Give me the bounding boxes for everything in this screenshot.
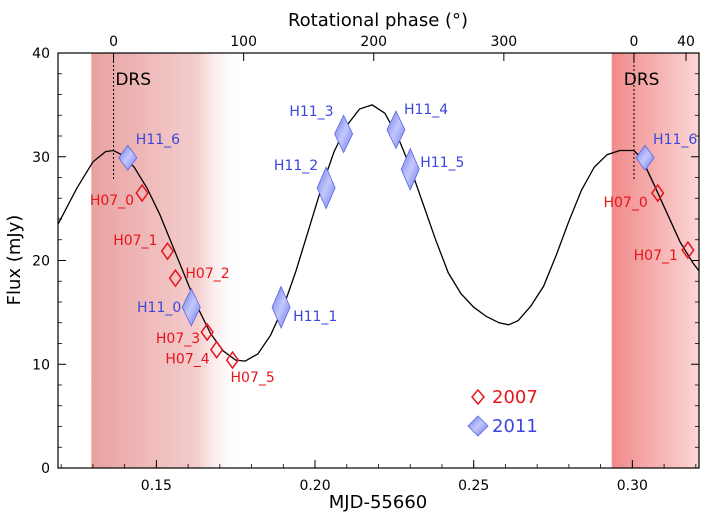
axis-layer: 0.15 0.20 0.25 0.30 0 10 20 30 40 0 100 200 300 0 40: [32, 34, 699, 494]
marker-2011: [271, 285, 291, 329]
model-flux-curve: [58, 104, 699, 362]
point-label: H11_5: [420, 155, 464, 171]
x-tick-label: 0.25: [458, 478, 489, 494]
marker-2011: [316, 166, 336, 210]
point-label: H11_1: [293, 309, 337, 325]
drs-shading-layer: [91, 53, 699, 468]
top-tick-label: 40: [677, 34, 695, 50]
x-tick-label: 0.15: [141, 478, 172, 494]
point-label: H07_5: [231, 370, 275, 386]
marker-2007: [209, 340, 224, 360]
y-tick-label: 10: [32, 357, 50, 373]
top-tick-label: 0: [629, 34, 638, 50]
top-axis-title: Rotational phase (°): [288, 10, 468, 31]
y-tick-label: 0: [41, 461, 50, 477]
point-label: H07_3: [156, 331, 200, 347]
y-tick-label: 20: [32, 254, 50, 270]
marker-layer: [118, 110, 695, 370]
legend-marker-2011: [467, 415, 489, 437]
point-label: H07_4: [165, 352, 209, 368]
drs-label: DRS: [624, 70, 660, 90]
marker-2011: [334, 114, 354, 154]
point-label: H07_0: [90, 193, 134, 209]
y-tick-label: 40: [32, 46, 50, 62]
top-tick-label: 300: [490, 34, 517, 50]
legend-marker-2007: [471, 388, 485, 406]
legend: 2007 2011: [467, 387, 538, 437]
top-tick-label: 0: [109, 34, 118, 50]
marker-2007: [135, 183, 149, 203]
marker-2007: [225, 350, 240, 370]
top-tick-label: 100: [230, 34, 257, 50]
drs-label: DRS: [115, 70, 151, 90]
marker-2007: [681, 240, 695, 260]
marker-2007: [160, 241, 175, 261]
point-label: H07_2: [185, 266, 229, 282]
point-label: H07_1: [634, 248, 678, 264]
drs-region: [91, 53, 243, 468]
annotation-label-layer: DRS DRS H07_0 H07_1 H07_2 H07_3 H07_4 H07_5 H07_…: [90, 70, 698, 386]
point-label: H07_1: [113, 233, 157, 249]
top-tick-label: 200: [360, 34, 387, 50]
point-label: H11_6: [653, 132, 697, 148]
marker-2011: [181, 287, 201, 327]
marker-2007: [168, 268, 183, 288]
y-tick-label: 30: [32, 150, 50, 166]
point-label: H07_0: [603, 195, 647, 211]
marker-2011: [635, 144, 655, 171]
point-label: H11_0: [137, 300, 181, 316]
point-label: H11_3: [289, 104, 333, 120]
marker-2007: [651, 183, 665, 203]
y-axis-title: Flux (mJy): [4, 215, 25, 306]
point-label: H11_4: [404, 102, 448, 118]
legend-label-2007: 2007: [492, 387, 538, 408]
marker-2011: [400, 147, 420, 191]
x-axis-title: MJD-55660: [329, 492, 427, 513]
x-tick-label: 0.20: [299, 478, 330, 494]
point-label: H11_2: [274, 158, 318, 174]
model-curve-layer: [58, 53, 699, 362]
marker-2011: [386, 110, 406, 150]
marker-2007: [200, 322, 214, 342]
marker-2011: [118, 144, 138, 171]
x-tick-label: 0.30: [617, 478, 648, 494]
legend-label-2011: 2011: [492, 416, 538, 437]
point-label: H11_6: [136, 132, 180, 148]
drs-region: [611, 53, 699, 468]
